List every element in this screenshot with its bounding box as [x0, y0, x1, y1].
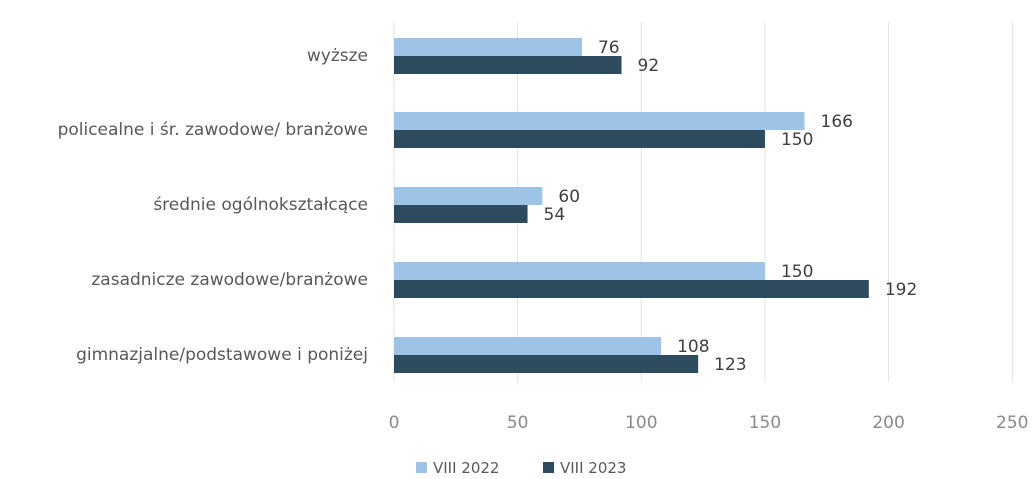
x-tick-label: 200 — [872, 413, 904, 433]
bar-series1-0 — [394, 38, 582, 56]
data-label: 54 — [544, 205, 566, 225]
x-tick-label: 250 — [996, 413, 1028, 433]
data-label: 192 — [885, 280, 917, 300]
data-label: 150 — [781, 130, 813, 150]
legend-swatch — [416, 462, 427, 473]
bar-series2-4 — [394, 355, 699, 373]
category-labels: wyższe policealne i śr. zawodowe/ branżow… — [58, 46, 368, 365]
bars: 76 166 60 150 108 92 150 54 192 123 — [394, 38, 917, 375]
data-label: 76 — [598, 38, 620, 58]
bar-series1-4 — [394, 337, 662, 355]
legend: VIII 2022 VIII 2023 — [416, 459, 626, 477]
bar-series2-1 — [394, 130, 765, 148]
gridlines — [393, 22, 1013, 382]
bar-series2-3 — [394, 280, 869, 298]
legend-swatch — [543, 462, 554, 473]
data-label: 108 — [677, 337, 709, 357]
data-label: 150 — [781, 262, 813, 282]
category-label: zasadnicze zawodowe/branżowe — [91, 270, 368, 290]
bar-series1-2 — [394, 187, 543, 205]
bar-series2-2 — [394, 205, 528, 223]
category-label: policealne i śr. zawodowe/ branżowe — [58, 120, 368, 140]
data-label: 92 — [638, 56, 660, 76]
bar-series1-3 — [394, 262, 765, 280]
x-tick-label: 150 — [749, 413, 781, 433]
data-label: 123 — [714, 355, 746, 375]
legend-label: VIII 2023 — [560, 459, 626, 477]
x-tick-label: 50 — [507, 413, 529, 433]
x-tick-label: 100 — [625, 413, 657, 433]
bar-series2-0 — [394, 56, 622, 74]
x-tick-label: 0 — [389, 413, 400, 433]
category-label: gimnazjalne/podstawowe i poniżej — [76, 345, 368, 365]
bar-series1-1 — [394, 112, 805, 130]
legend-label: VIII 2022 — [433, 459, 499, 477]
category-label: średnie ogólnokształcące — [153, 195, 368, 215]
data-label: 60 — [558, 187, 580, 207]
tick-labels: 0 50 100 150 200 250 — [389, 413, 1029, 433]
category-label: wyższe — [307, 46, 368, 66]
data-label: 166 — [821, 112, 853, 132]
